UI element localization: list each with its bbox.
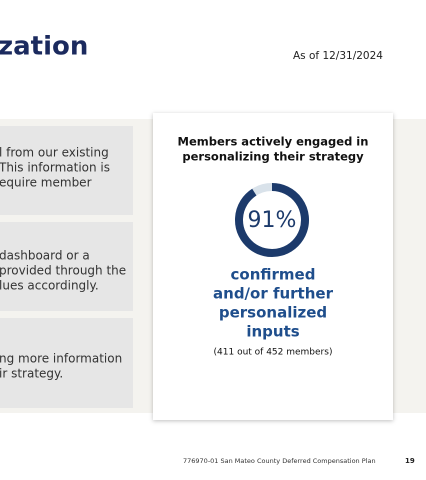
page-number: 19	[405, 457, 415, 465]
as-of-date: As of 12/31/2024	[293, 50, 383, 62]
info-box	[0, 318, 133, 408]
info-text: provided through the	[0, 264, 126, 278]
slide-title: zation	[0, 32, 88, 62]
info-text: lues accordingly.	[0, 279, 99, 293]
gauge-arc	[235, 183, 309, 257]
stat-card	[153, 113, 393, 420]
card-caption: inputs	[246, 323, 299, 341]
card-title: personalizing their strategy	[182, 150, 364, 164]
card-detail: (411 out of 452 members)	[214, 348, 333, 358]
info-text: ng more information	[0, 352, 122, 366]
info-text: l from our existing	[0, 146, 109, 160]
info-box	[0, 222, 133, 311]
info-text: This information is	[0, 161, 110, 175]
footer-doc: 776970-01 San Mateo County Deferred Comp…	[183, 457, 376, 465]
info-text: ir strategy.	[0, 367, 63, 381]
card-caption: and/or further	[213, 285, 334, 303]
info-text: dashboard or a	[0, 249, 90, 263]
card-caption: personalized	[219, 304, 327, 322]
card-title: Members actively engaged in	[178, 135, 369, 149]
info-box	[0, 126, 133, 215]
gauge-label: 91%	[248, 208, 297, 233]
card-caption: confirmed	[231, 266, 316, 284]
info-text: equire member	[0, 176, 92, 190]
